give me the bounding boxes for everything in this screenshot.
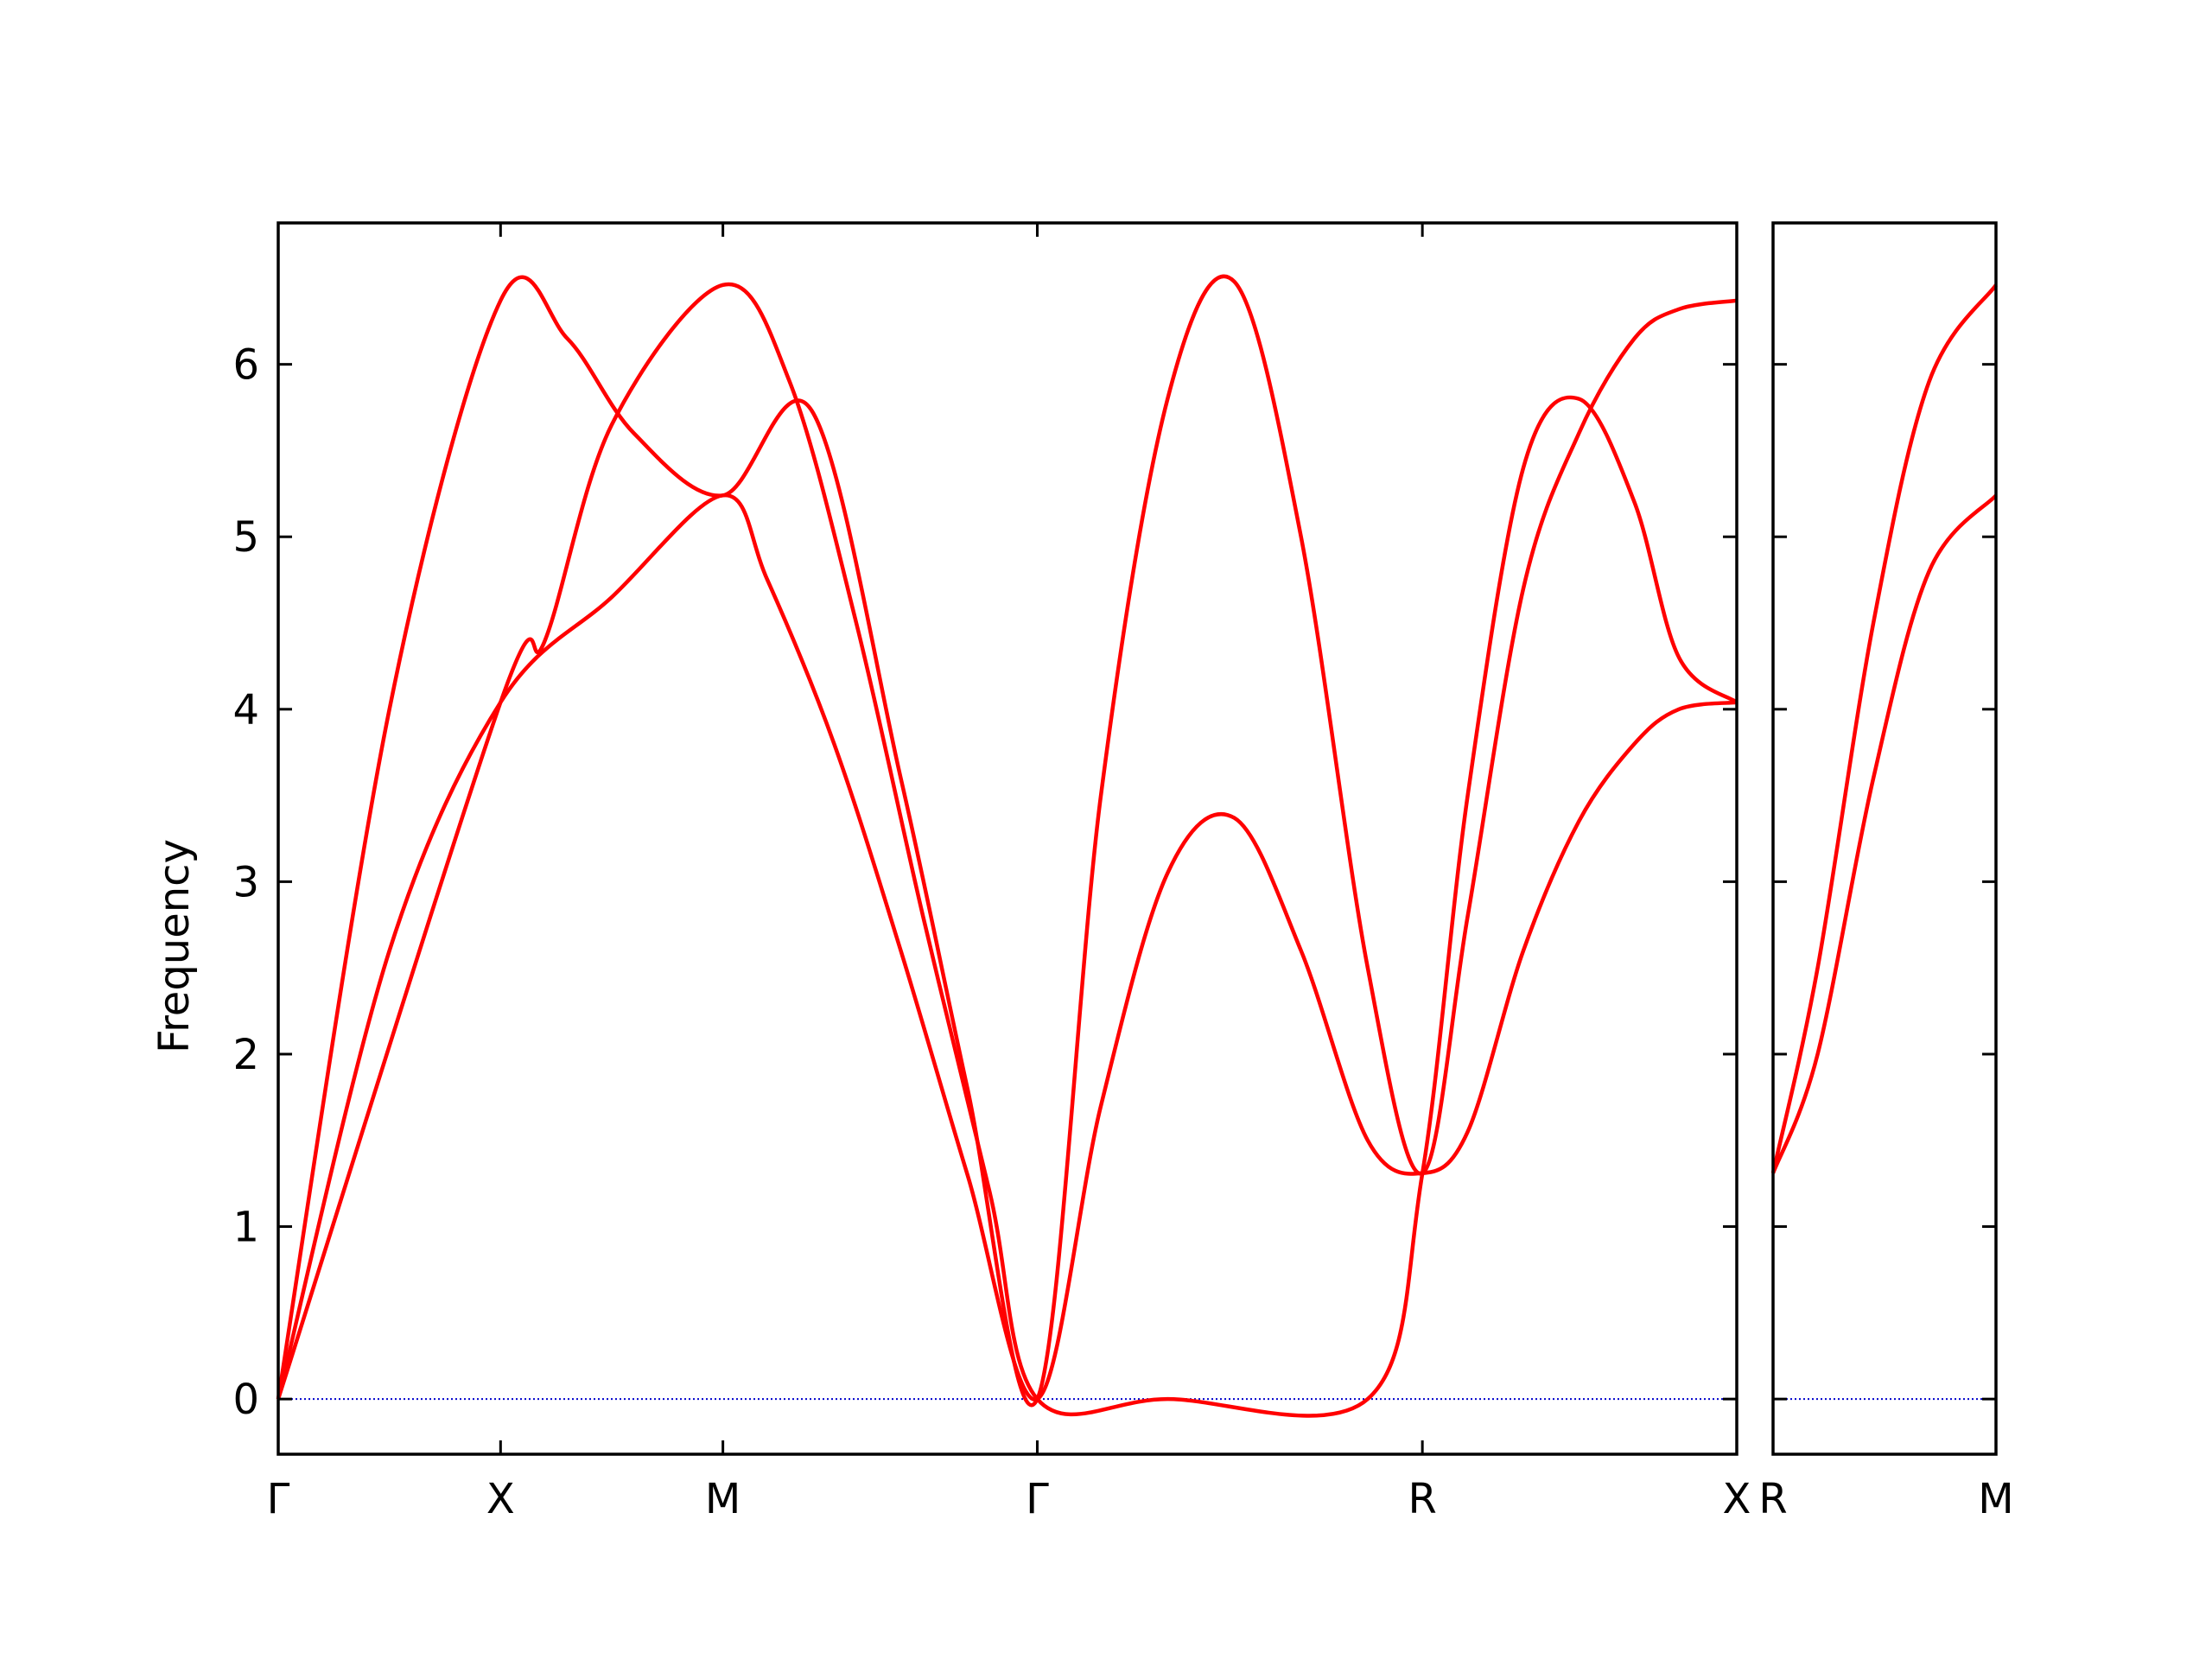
band-line-3 [276,282,1738,1418]
x-tick-label: R [1758,1475,1787,1523]
x-tick-label: Γ [1026,1475,1049,1523]
x-tick-label: M [1978,1475,2013,1523]
band-line-2 [276,274,1738,1408]
y-tick-label: 5 [232,513,259,562]
y-axis-label: Frequency [150,839,199,1053]
band-line-1 [276,493,1738,1402]
band-line-2 [1770,283,1998,1174]
panel-main: 0 1 2 3 4 5 6 Γ X M Γ R X [232,221,1751,1523]
plot-frame [1771,221,1998,1456]
plot-frame [276,221,1738,1456]
y-tick-label: 1 [232,1204,259,1252]
y-tick-label: 0 [232,1376,259,1424]
x-tick-label: X [486,1475,515,1523]
y-tick-label: 2 [232,1031,259,1079]
y-tick-label: 3 [232,858,259,906]
y-tick-label: 6 [232,341,259,390]
band-line-1 [1770,493,1998,1174]
y-tick-label: 4 [232,686,259,734]
x-tick-label: Γ [267,1475,290,1523]
x-tick-label: M [705,1475,741,1523]
x-tick-label: X [1723,1475,1751,1523]
x-tick-label: R [1408,1475,1436,1523]
